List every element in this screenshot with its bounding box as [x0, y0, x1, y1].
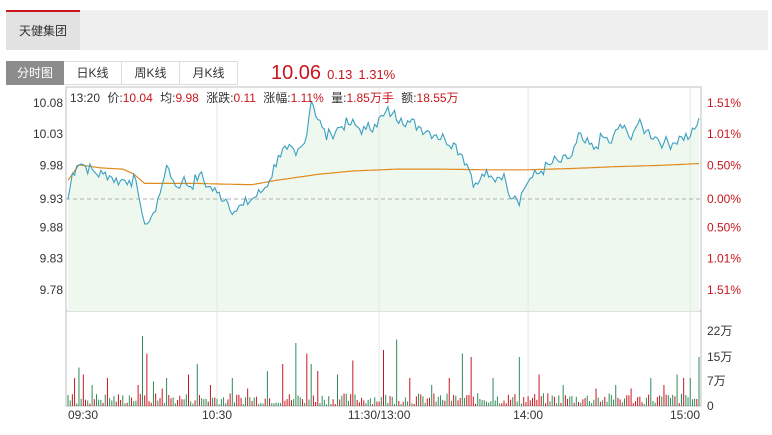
- info-price: 10.04: [123, 91, 153, 105]
- info-vol: 1.85万手: [346, 91, 393, 105]
- pct-axis-tick: 1.51%: [707, 96, 741, 110]
- info-price-label: 价:: [107, 91, 122, 105]
- volume-axis-tick: 22万: [707, 324, 732, 338]
- price-axis-tick: 9.88: [40, 221, 64, 235]
- pct-axis-tick: 1.01%: [707, 252, 741, 266]
- pct-axis-tick: 0.50%: [707, 158, 741, 172]
- stock-name-tab[interactable]: 天健集团: [6, 10, 80, 50]
- time-axis-label: 14:00: [513, 408, 543, 422]
- period-tabs: 分时图 日K线 周K线 月K线: [6, 61, 238, 85]
- pct-axis-tick: 1.51%: [707, 283, 741, 297]
- price-axis-tick: 10.03: [33, 127, 63, 141]
- info-change-label: 涨跌:: [206, 90, 233, 105]
- info-amt: 18.55万: [417, 91, 459, 105]
- pct-axis-tick: 0.00%: [707, 192, 741, 206]
- price-axis-tick: 10.08: [33, 96, 63, 110]
- volume-axis-tick: 7万: [707, 374, 726, 388]
- tab-daily-kline[interactable]: 日K线: [64, 61, 122, 85]
- tab-weekly-kline[interactable]: 周K线: [122, 61, 180, 85]
- volume-axis-tick: 15万: [707, 350, 732, 364]
- info-avg: 9.98: [175, 91, 199, 105]
- info-amt-label: 额:: [401, 91, 416, 105]
- time-axis-label: 15:00: [670, 408, 700, 422]
- time-axis-label: 11:30/13:00: [348, 408, 411, 422]
- time-axis-label: 09:30: [68, 408, 98, 422]
- current-price: 10.06: [271, 62, 322, 84]
- quote-header: 10.06 0.13 1.31%: [271, 62, 395, 85]
- pct-axis-tick: 0.50%: [707, 221, 741, 235]
- price-axis-tick: 9.93: [40, 192, 64, 206]
- volume-axis-tick: 0: [707, 399, 714, 413]
- info-change: 0.11: [233, 91, 256, 105]
- info-vol-label: 量:: [331, 91, 346, 105]
- price-axis-tick: 9.78: [40, 283, 64, 297]
- price-axis-tick: 9.98: [40, 158, 64, 172]
- price-change-pct: 1.31%: [358, 67, 396, 82]
- price-axis-tick: 9.83: [40, 252, 64, 266]
- pct-axis-tick: 1.01%: [707, 127, 741, 141]
- price-change: 0.13: [327, 67, 353, 82]
- tab-monthly-kline[interactable]: 月K线: [180, 61, 238, 85]
- info-avg-label: 均:: [160, 91, 175, 105]
- price-line: [67, 99, 700, 225]
- average-price-line: [67, 162, 700, 186]
- tab-intraday[interactable]: 分时图: [6, 61, 64, 85]
- info-time: 13:20: [70, 91, 100, 105]
- price-area-fill: [68, 101, 699, 312]
- time-axis-label: 10:30: [202, 408, 232, 422]
- stock-tab-bar: 天健集团: [6, 10, 768, 50]
- info-pct-label: 涨幅:: [263, 90, 290, 105]
- info-bar: 13:20 价:10.04 均:9.98 涨跌:0.11 涨幅:1.11% 量:…: [70, 90, 459, 105]
- info-pct: 1.11%: [291, 91, 324, 105]
